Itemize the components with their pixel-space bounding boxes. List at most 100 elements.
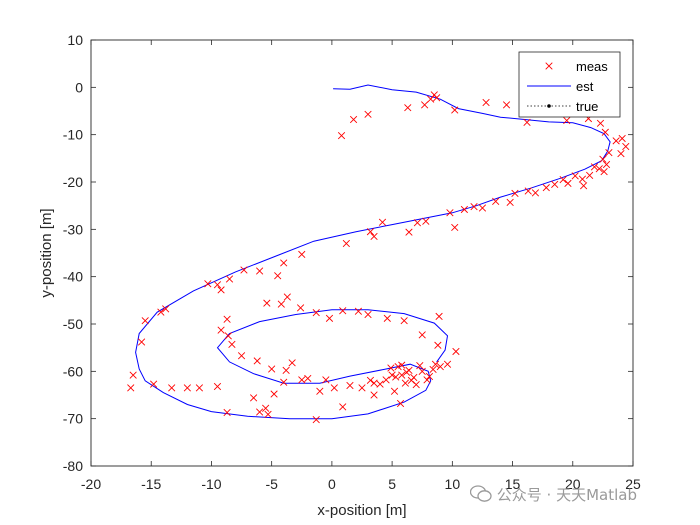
wechat-icon: [469, 485, 492, 502]
y-tick-label: -40: [63, 269, 83, 285]
meas-point-133: [398, 371, 406, 379]
meas-point-50: [342, 239, 350, 248]
meas-point-102: [418, 331, 426, 339]
x-tick-label: -10: [201, 476, 221, 492]
meas-point-31: [559, 176, 567, 184]
x-tick-label: -5: [265, 476, 278, 492]
x-tick-label: 20: [565, 476, 581, 492]
meas-point-132: [387, 364, 395, 372]
meas-point-55: [240, 266, 248, 274]
meas-point-63: [137, 338, 146, 346]
meas-point-75: [262, 404, 270, 412]
x-tick-label: 0: [328, 476, 336, 492]
meas-point-19: [617, 149, 625, 158]
meas-point-7: [433, 94, 441, 102]
meas-point-88: [376, 380, 384, 388]
meas-point-62: [141, 317, 149, 325]
meas-point-86: [366, 376, 375, 384]
meas-point-47: [378, 218, 387, 226]
meas-point-16: [612, 137, 620, 145]
meas-point-84: [346, 381, 354, 390]
meas-point-72: [249, 394, 258, 402]
meas-point-32: [551, 180, 559, 188]
meas-point-95: [418, 367, 426, 375]
meas-point-117: [263, 299, 271, 307]
meas-point-38: [492, 197, 500, 206]
meas-point-58: [217, 286, 225, 294]
y-tick-label: -10: [63, 127, 83, 143]
meas-point-98: [436, 362, 444, 371]
meas-point-1: [349, 115, 358, 124]
meas-point-116: [223, 315, 231, 323]
meas-point-30: [579, 182, 588, 190]
meas-point-70: [213, 382, 222, 391]
legend-true-label: true: [576, 99, 598, 114]
meas-point-74: [264, 410, 272, 419]
meas-point-106: [390, 387, 399, 395]
meas-point-79: [298, 376, 306, 384]
meas-point-43: [446, 209, 454, 217]
meas-point-60: [162, 305, 170, 313]
meas-point-128: [392, 373, 400, 381]
meas-point-109: [282, 366, 290, 375]
meas-point-99: [443, 360, 452, 368]
meas-point-26: [586, 171, 594, 179]
meas-point-90: [388, 371, 396, 379]
meas-point-134: [407, 376, 416, 384]
meas-point-28: [571, 172, 579, 180]
meas-point-21: [599, 155, 607, 163]
meas-point-137: [431, 360, 440, 368]
meas-point-22: [602, 160, 611, 169]
meas-point-108: [304, 374, 312, 383]
meas-point-24: [590, 163, 599, 171]
meas-point-129: [401, 379, 409, 387]
meas-point-123: [354, 307, 363, 315]
meas-point-136: [416, 362, 424, 370]
meas-point-40: [470, 202, 478, 211]
meas-point-87: [370, 379, 378, 387]
meas-point-82: [330, 384, 338, 392]
meas-point-23: [595, 165, 603, 173]
meas-point-45: [413, 219, 422, 227]
meas-point-35: [524, 187, 532, 195]
meas-point-61: [157, 308, 165, 316]
y-tick-label: 10: [67, 32, 83, 48]
meas-point-77: [280, 378, 288, 386]
y-tick-label: 0: [75, 79, 83, 95]
meas-point-4: [421, 101, 429, 109]
meas-point-65: [127, 384, 135, 392]
meas-point-0: [337, 131, 346, 140]
legend-meas-label: meas: [576, 59, 608, 74]
meas-point-64: [129, 371, 137, 379]
meas-point-104: [396, 399, 405, 408]
x-tick-label: 10: [445, 476, 461, 492]
meas-point-9: [482, 98, 490, 107]
meas-point-12: [563, 116, 571, 125]
x-tick-label: -15: [141, 476, 161, 492]
meas-point-112: [237, 352, 246, 360]
meas-point-111: [253, 357, 261, 365]
meas-point-14: [596, 119, 605, 127]
x-tick-label: -20: [81, 476, 101, 492]
meas-point-2: [364, 110, 372, 118]
meas-point-80: [312, 415, 320, 424]
meas-point-135: [405, 366, 413, 375]
meas-point-69: [195, 384, 204, 392]
meas-point-48: [370, 232, 378, 241]
legend-meas-x: [545, 62, 553, 70]
meas-point-97: [429, 365, 437, 374]
y-tick-label: -30: [63, 221, 83, 237]
meas-point-3: [404, 104, 412, 112]
meas-point-11: [523, 118, 531, 126]
meas-point-76: [270, 390, 278, 398]
meas-point-120: [296, 304, 305, 312]
meas-point-110: [268, 365, 276, 373]
meas-point-42: [451, 223, 459, 232]
watermark: 公众号 · 天天Matlab: [469, 484, 637, 505]
meas-point-85: [358, 384, 366, 392]
meas-point-37: [506, 198, 514, 206]
meas-point-59: [204, 280, 212, 288]
x-axis-label: x-position [m]: [317, 502, 406, 519]
meas-point-67: [168, 384, 176, 392]
